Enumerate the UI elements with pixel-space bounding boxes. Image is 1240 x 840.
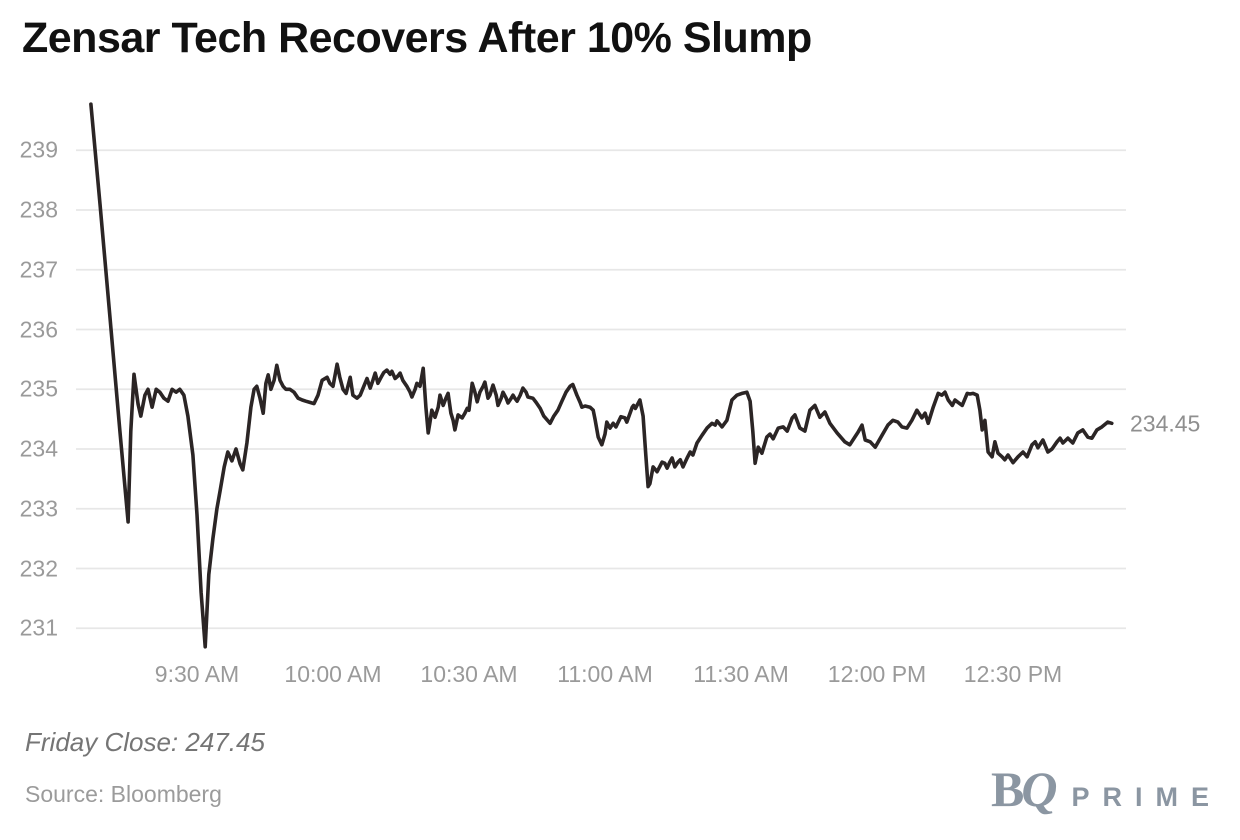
x-tick-label: 10:30 AM [420,661,518,687]
y-tick-label: 232 [19,555,58,581]
logo-prime-text: PRIME [1071,782,1222,812]
price-line [89,102,1114,649]
y-tick-label: 235 [19,375,58,402]
chart-title: Zensar Tech Recovers After 10% Slump [22,14,812,62]
friday-close-note: Friday Close: 247.45 [25,727,265,757]
y-tick-label: 231 [19,614,58,641]
source-note: Source: Bloomberg [25,781,222,807]
bq-prime-logo: B Q PRIME [991,764,1222,814]
y-tick-label: 237 [19,256,58,283]
y-tick-label: 233 [19,495,58,522]
x-tick-label: 10:00 AM [284,661,382,687]
y-tick-label: 238 [19,196,58,223]
x-tick-label: 11:30 AM [693,661,789,687]
x-tick-label: 12:00 PM [827,661,927,687]
y-tick-label: 234 [19,435,58,462]
x-tick-label: 11:00 AM [557,661,653,687]
y-tick-label: 239 [19,136,58,163]
x-tick-label: 9:30 AM [154,661,240,687]
logo-letter-b: B [991,761,1025,817]
logo-letter-q: Q [1021,761,1058,817]
y-tick-label: 236 [19,316,58,342]
x-tick-label: 12:30 PM [963,661,1063,687]
last-price-label: 234.45 [1130,410,1201,437]
